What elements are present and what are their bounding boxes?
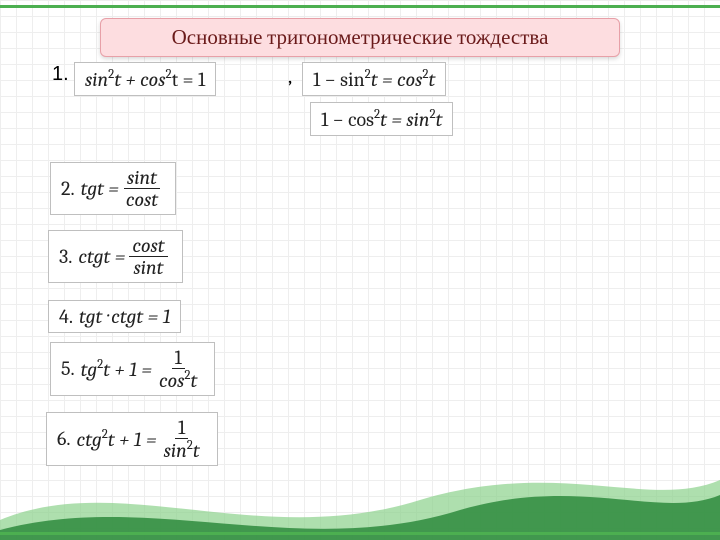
row1-number: 1.	[52, 63, 69, 86]
identity-1a: sin2t + cos2t = 1	[74, 62, 216, 96]
eq1a-text: sin2t + cos2t = 1	[85, 67, 205, 91]
identity-5: 5. tg2t + 1 = 1 cos2t	[50, 342, 215, 396]
eq3-lhs: ctgt =	[78, 245, 125, 268]
eq3-num: 3.	[59, 245, 72, 268]
eq2-num: 2.	[61, 177, 75, 200]
slide: Основные тригонометрические тождества 1.…	[0, 0, 720, 540]
eq2-fraction: sint cost	[123, 167, 161, 210]
identity-1c: 1 − cos2t = sin2t	[310, 102, 453, 136]
eq1b-text: 1 − sin2t = cos2t	[313, 67, 435, 91]
eq6-num: 6.	[57, 427, 71, 450]
eq5-lhs: tg2t + 1 =	[81, 357, 152, 381]
eq5-fraction: 1 cos2t	[156, 347, 200, 391]
identity-3: 3. ctgt = cost sint	[48, 230, 183, 283]
eq2-lhs: tgt =	[81, 177, 119, 200]
identity-2: 2. tgt = sint cost	[50, 162, 176, 215]
identity-4: 4. tgt · ctgt = 1	[48, 300, 181, 333]
eq4-body: tgt · ctgt = 1	[79, 305, 171, 328]
eq5-num: 5.	[61, 357, 75, 380]
identity-1b: 1 − sin2t = cos2t	[302, 62, 446, 96]
eq3-fraction: cost sint	[129, 235, 167, 278]
eq1c-text: 1 − cos2t = sin2t	[321, 107, 442, 131]
eq6-fraction: 1 sin2t	[161, 417, 203, 461]
eq4-num: 4.	[59, 305, 73, 328]
title-banner: Основные тригонометрические тождества	[100, 18, 620, 57]
identity-6: 6. ctg2t + 1 = 1 sin2t	[46, 412, 218, 466]
row1-comma: ,	[288, 65, 292, 88]
eq6-lhs: ctg2t + 1 =	[77, 427, 157, 451]
